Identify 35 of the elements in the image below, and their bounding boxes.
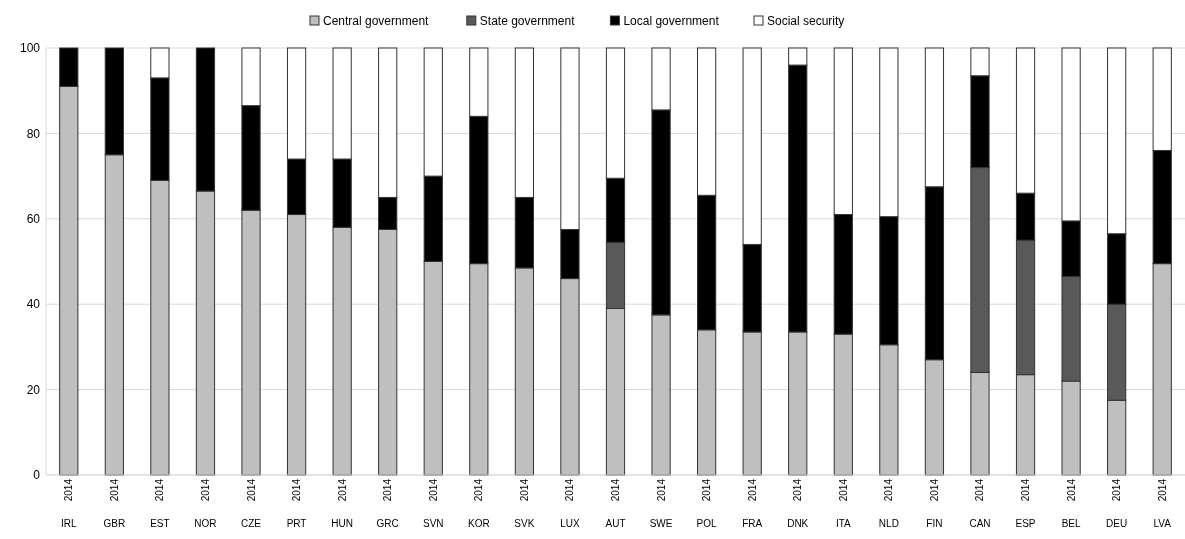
legend-label: Local government (623, 14, 720, 29)
y-tick-label: 60 (26, 212, 41, 226)
category-label: 2014 GRC (376, 479, 399, 529)
category-label: 2014 LVA (1153, 479, 1171, 529)
category-label: 2014 CZE (241, 479, 262, 529)
category-label: 2014 NLD (878, 479, 899, 529)
category-label: 2014 SVK (514, 479, 535, 529)
category-label: 2014 PRT (286, 479, 307, 529)
category-label: 2014 LUX (560, 479, 580, 529)
y-tick-label: 100 (19, 41, 41, 56)
y-tick-label: 40 (26, 297, 41, 312)
legend-label: State government (479, 14, 576, 29)
category-label: 2014 ITA (835, 479, 851, 529)
category-label: 2014 DEU (1106, 479, 1128, 529)
category-label: 2014 GBR (103, 479, 126, 529)
category-label: 2014 SWE (649, 479, 673, 529)
category-label: 2014 KOR (467, 479, 490, 529)
category-label: 2014 NOR (194, 479, 217, 529)
category-label: 2014 AUT (605, 479, 626, 529)
category-label: 2014 POL (696, 479, 717, 529)
category-label: 2014 EST (150, 479, 170, 529)
legend-label: Social security (767, 14, 845, 29)
category-label: 2014 FRA (742, 479, 763, 529)
category-label: 2014 FIN (926, 479, 943, 529)
category-label: 2014 HUN (331, 479, 353, 529)
category-label: 2014 IRL (61, 479, 77, 529)
y-tick-label: 80 (26, 126, 41, 141)
y-tick-label: 0 (33, 468, 41, 483)
category-label: 2014 CAN (969, 479, 991, 529)
legend-label: Central government (323, 14, 430, 29)
y-tick-label: 20 (26, 382, 41, 397)
category-label: 2014 DNK (787, 479, 809, 529)
category-label: 2014 SVN (422, 479, 444, 529)
category-label: 2014 BEL (1061, 479, 1081, 529)
category-label: 2014 ESP (1015, 479, 1036, 529)
